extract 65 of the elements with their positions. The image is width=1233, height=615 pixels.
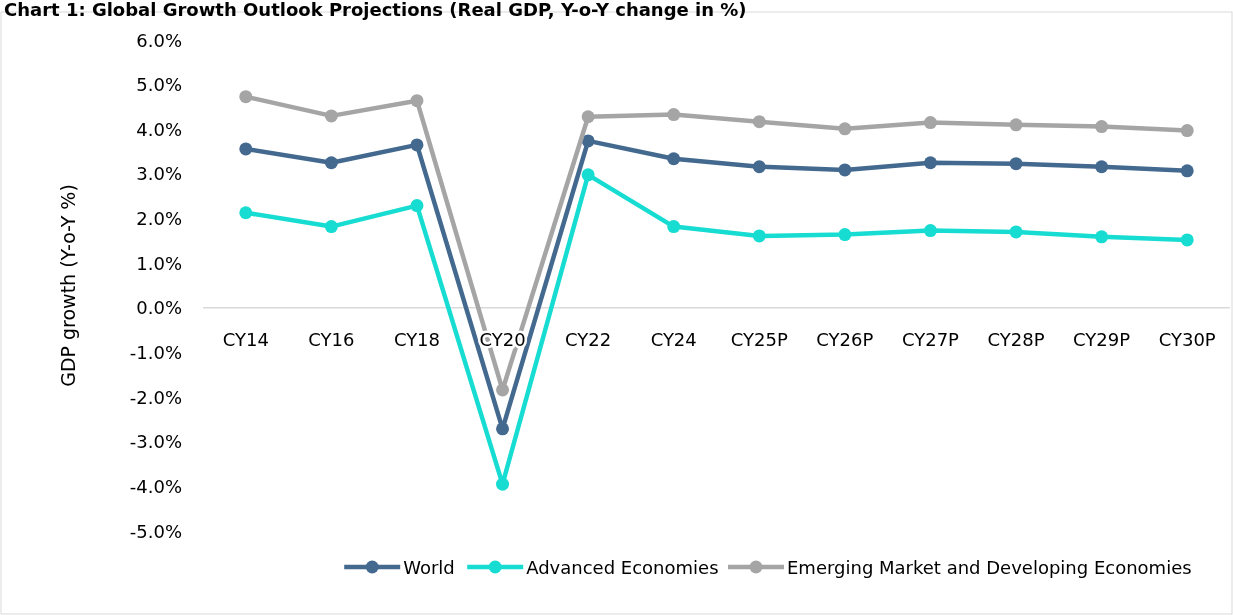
point xyxy=(239,142,253,156)
point xyxy=(1009,118,1023,132)
point xyxy=(410,94,424,108)
point xyxy=(1180,124,1194,138)
point xyxy=(667,152,681,166)
point xyxy=(1180,164,1194,178)
x-tick-label: CY30P xyxy=(1158,329,1216,351)
point xyxy=(1095,230,1109,244)
y-tick-label: -2.0% xyxy=(129,386,182,408)
point xyxy=(410,199,424,213)
legend-label: Advanced Economies xyxy=(526,556,719,578)
x-tick-label: CY16 xyxy=(308,329,355,351)
y-tick-label: 1.0% xyxy=(136,252,182,274)
point xyxy=(410,138,424,152)
point xyxy=(496,422,510,436)
x-tick-label: CY22 xyxy=(565,329,612,351)
x-tick-label: CY20 xyxy=(479,329,526,351)
y-tick-label: 6.0% xyxy=(136,29,182,51)
point xyxy=(752,229,766,243)
x-tick-label: CY28P xyxy=(987,329,1045,351)
point xyxy=(752,160,766,174)
x-tick-label: CY27P xyxy=(901,329,960,351)
point xyxy=(838,228,852,242)
legend-label: Emerging Market and Developing Economies xyxy=(787,556,1192,578)
y-tick-label: -4.0% xyxy=(129,475,182,497)
chart-title: Chart 1: Global Growth Outlook Projections (Real GDP, Y-o-Y change in %) xyxy=(4,0,747,20)
point xyxy=(1095,120,1109,134)
point xyxy=(581,134,595,148)
point xyxy=(667,108,681,122)
x-tick-label: CY14 xyxy=(222,329,269,351)
y-axis-title: GDP growth (Y-o-Y %) xyxy=(57,184,79,387)
x-tick-label: CY18 xyxy=(393,329,441,351)
point xyxy=(496,477,510,491)
point xyxy=(1009,157,1023,171)
y-tick-label: 3.0% xyxy=(136,163,182,185)
y-tick-label: 4.0% xyxy=(136,118,182,140)
point xyxy=(581,110,595,124)
point xyxy=(581,168,595,182)
point xyxy=(838,122,852,136)
point xyxy=(667,220,681,234)
y-tick-label: -1.0% xyxy=(129,341,182,363)
point xyxy=(752,115,766,129)
point xyxy=(239,90,253,104)
y-tick-label: -3.0% xyxy=(129,431,182,453)
x-tick-label: CY24 xyxy=(650,329,697,351)
point xyxy=(324,156,338,170)
legend-label: World xyxy=(403,556,455,578)
y-tick-label: 5.0% xyxy=(136,74,182,96)
point xyxy=(838,163,852,177)
x-tick-label: CY25P xyxy=(730,329,788,351)
x-tick-label: CY29P xyxy=(1073,329,1131,351)
y-tick-label: 0.0% xyxy=(136,297,182,319)
point xyxy=(496,383,510,397)
y-tick-label: -5.0% xyxy=(129,520,182,542)
point xyxy=(923,116,937,130)
point xyxy=(1009,225,1023,239)
point xyxy=(1095,160,1109,174)
x-tick-label: CY26P xyxy=(816,329,874,351)
point xyxy=(1180,233,1194,247)
point xyxy=(324,109,338,123)
point xyxy=(923,224,937,238)
point xyxy=(923,156,937,170)
point xyxy=(324,220,338,234)
y-tick-label: 2.0% xyxy=(136,208,182,230)
point xyxy=(239,206,253,220)
